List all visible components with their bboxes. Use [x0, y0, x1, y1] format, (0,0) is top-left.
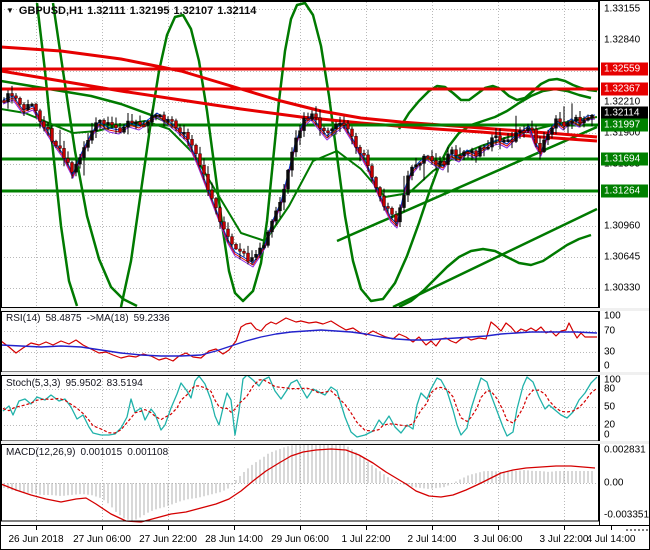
scrollbar-dots[interactable] [626, 529, 628, 531]
scrollbar-dots[interactable] [634, 529, 636, 531]
macd-axis-0.002831[interactable]: 0.002831 [604, 444, 646, 456]
macd-indicator-label: MACD(12,26,9) 0.001015 0.001108 [6, 447, 173, 458]
time-label-1-Jul-22-00[interactable]: 1 Jul 22:00 [341, 534, 391, 545]
time-label-27-Jun-06-00[interactable]: 27 Jun 06:00 [73, 534, 131, 545]
macd-signal-value: 0.001108 [127, 447, 169, 458]
stoch-axis-80[interactable]: 80 [604, 383, 616, 395]
macd-panel-border [1, 444, 599, 522]
time-label-26-Jun-2018[interactable]: 26 Jun 2018 [8, 534, 64, 545]
rsi-axis-70[interactable]: 70 [604, 325, 616, 337]
stoch-name: Stoch(5,3,3) [6, 378, 61, 389]
stoch-d-value: 83.5194 [106, 378, 143, 389]
scrollbar-dots[interactable] [646, 529, 648, 531]
stoch-axis-0[interactable]: 0 [604, 429, 610, 441]
rsi-axis-0[interactable]: 0 [604, 360, 610, 372]
price-tick-1.30960[interactable]: 1.30960 [604, 220, 641, 232]
chart-title: ▼ GBPUSD,H1 1.32111 1.32195 1.32107 1.32114 [6, 5, 260, 17]
price-badge-1.31997: 1.31997 [601, 118, 648, 132]
time-label-29-Jun-06-00[interactable]: 29 Jun 06:00 [271, 534, 329, 545]
rsi-axis-30[interactable]: 30 [604, 346, 616, 358]
panel-separator[interactable] [1, 441, 649, 444]
price-badge-1.31264: 1.31264 [601, 184, 648, 198]
price-tick-1.30645[interactable]: 1.30645 [604, 251, 641, 263]
bb-steep-left-1 [35, 2, 79, 307]
time-label-27-Jun-22-00[interactable]: 27 Jun 22:00 [139, 534, 197, 545]
ma-blue-thin [2, 95, 596, 264]
rsi-line [1, 317, 597, 362]
scrollbar-dots[interactable] [642, 529, 644, 531]
panel-separator[interactable] [1, 372, 649, 375]
time-label-28-Jun-14-00[interactable]: 28 Jun 14:00 [205, 534, 263, 545]
macd-axis--0.003351[interactable]: -0.003351 [604, 509, 650, 521]
macd-axis-0.00[interactable]: 0.00 [604, 477, 624, 489]
stoch-k-value: 95.9502 [65, 378, 102, 389]
stoch-axis-50[interactable]: 50 [604, 401, 616, 413]
stoch-axis-20[interactable]: 20 [604, 419, 616, 431]
bb-lower-right [398, 233, 592, 309]
time-label-3-Jul-06-00[interactable]: 3 Jul 06:00 [473, 534, 523, 545]
price-tick-1.32210[interactable]: 1.32210 [604, 96, 641, 108]
ma-red-1 [1, 45, 598, 139]
macd-value: 0.001015 [80, 447, 123, 458]
trend-up-2 [392, 207, 598, 309]
stoch-d-line [2, 379, 598, 434]
rsi-indicator-label: RSI(14) 58.4875 ->MA(18) 59.2336 [6, 313, 175, 324]
rsi-name: RSI(14) [6, 313, 41, 324]
symbol-period: GBPUSD,H1 [18, 5, 84, 17]
price-badge-1.31694: 1.31694 [601, 152, 648, 166]
rsi-ma-name: ->MA(18) [86, 313, 129, 324]
price-badge-1.32367: 1.32367 [601, 82, 648, 96]
ohlc-close: 1.32114 [217, 5, 257, 17]
rsi-value: 58.4875 [45, 313, 82, 324]
price-tick-1.30330[interactable]: 1.30330 [604, 282, 641, 294]
stoch-indicator-label: Stoch(5,3,3) 95.9502 83.5194 [6, 378, 148, 389]
price-tick-1.31900[interactable]: 1.31900 [604, 127, 641, 139]
rsi-ma-value: 59.2336 [133, 313, 170, 324]
rsi-ma-line [1, 329, 598, 357]
macd-signal-line [1, 448, 596, 523]
bb-steep-left-2 [51, 2, 138, 308]
stoch-axis-100[interactable]: 100 [604, 374, 621, 386]
collapse-icon[interactable]: ▼ [6, 6, 14, 15]
rsi-axis-100[interactable]: 100 [604, 310, 621, 322]
price-badge-1.32559: 1.32559 [601, 62, 648, 76]
ma-violet-thin [2, 99, 596, 268]
main-panel-border [1, 1, 599, 308]
trend-up-1 [336, 125, 598, 243]
time-label-3-Jul-22-00[interactable]: 3 Jul 22:00 [539, 534, 589, 545]
ohlc-high: 1.32195 [129, 5, 170, 17]
ma-red-thin [2, 97, 596, 266]
scrollbar-dots[interactable] [638, 529, 640, 531]
price-tick-1.33155[interactable]: 1.33155 [604, 3, 641, 15]
candlestick-series [2, 85, 594, 265]
scrollbar-dots[interactable] [630, 529, 632, 531]
panel-separator[interactable] [1, 308, 649, 311]
bb-wide-band [119, 1, 592, 308]
price-tick-1.32840[interactable]: 1.32840 [604, 34, 641, 46]
time-label-4-Jul-14-00[interactable]: 4 Jul 14:00 [586, 534, 636, 545]
macd-name: MACD(12,26,9) [6, 447, 76, 458]
price-badge-1.32114: 1.32114 [601, 106, 648, 120]
macd-histogram [3, 443, 593, 521]
ohlc-open: 1.32111 [87, 5, 126, 17]
ohlc-low: 1.32107 [173, 5, 214, 17]
time-label-2-Jul-14-00[interactable]: 2 Jul 14:00 [407, 534, 457, 545]
